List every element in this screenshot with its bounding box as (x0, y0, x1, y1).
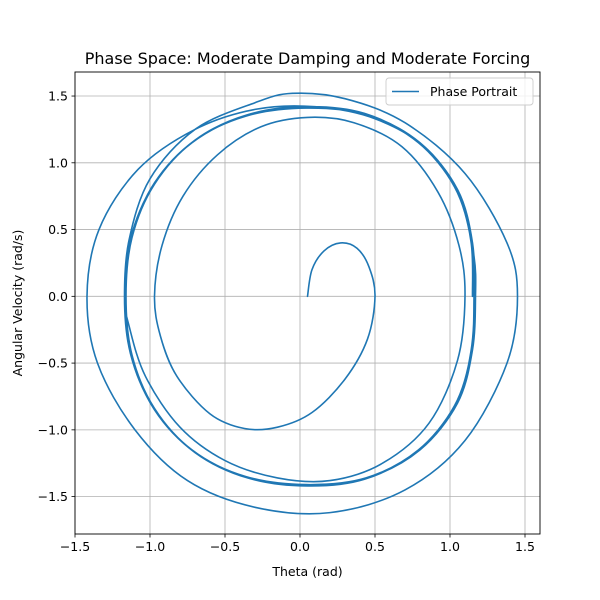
x-tick-label: −1.5 (60, 539, 90, 554)
ticks: −1.5 −1.0 −0.5 0.0 0.5 1.0 1.5 −1.5 −1.0 −0.5 0.0 0… (38, 89, 535, 554)
x-tick-label: −1.0 (135, 539, 165, 554)
y-tick-label: −1.5 (38, 489, 68, 504)
x-tick-label: 0.5 (365, 539, 385, 554)
y-tick-label: −1.0 (38, 422, 68, 437)
y-tick-label: 0.0 (48, 289, 68, 304)
y-tick-label: −0.5 (38, 356, 68, 371)
y-tick-label: 1.0 (48, 155, 68, 170)
chart-title: Phase Space: Moderate Damping and Modera… (85, 49, 531, 68)
x-tick-label: −0.5 (210, 539, 240, 554)
axes-frame (74, 71, 541, 535)
legend: Phase Portrait (385, 77, 534, 106)
x-axis-label: Theta (rad) (271, 564, 342, 579)
x-tick-label: 0.0 (290, 539, 310, 554)
y-tick-label: 0.5 (48, 222, 68, 237)
x-tick-label: 1.0 (440, 539, 460, 554)
series-line-phase-portrait (86, 92, 519, 515)
y-tick-label: 1.5 (48, 89, 68, 104)
plot-area (86, 92, 519, 515)
y-axis-label: Angular Velocity (rad/s) (10, 230, 25, 377)
legend-box (385, 77, 534, 106)
legend-label: Phase Portrait (430, 84, 517, 99)
x-tick-label: 1.5 (515, 539, 535, 554)
